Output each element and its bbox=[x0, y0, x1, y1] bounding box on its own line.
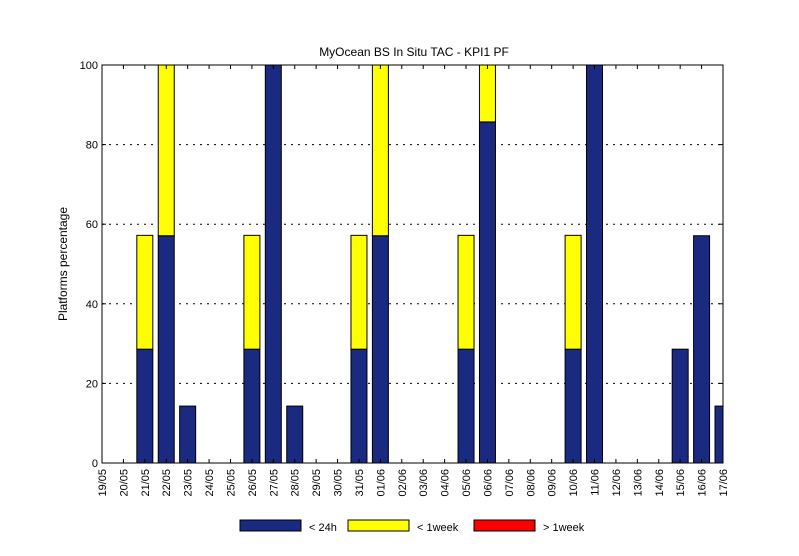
y-tick-label: 60 bbox=[86, 219, 98, 231]
y-tick-label: 0 bbox=[92, 458, 98, 470]
x-tick-label: 29/05 bbox=[311, 469, 323, 497]
x-tick-label: 27/05 bbox=[268, 469, 280, 497]
bar-segment bbox=[586, 64, 604, 464]
y-tick-label: 100 bbox=[80, 60, 98, 72]
bar-segment bbox=[286, 405, 304, 464]
x-tick-label: 23/05 bbox=[183, 469, 195, 497]
bar-segment bbox=[371, 235, 389, 464]
bar-segment bbox=[243, 234, 261, 350]
x-tick-label: 04/06 bbox=[440, 469, 452, 497]
x-tick-label: 08/06 bbox=[525, 469, 537, 497]
bar-segment bbox=[371, 64, 389, 237]
x-tick-label: 22/05 bbox=[161, 469, 173, 497]
x-tick-label: 30/05 bbox=[333, 469, 345, 497]
chart-title: MyOcean BS In Situ TAC - KPI1 PF bbox=[319, 45, 509, 59]
bar-segment bbox=[671, 348, 689, 464]
x-tick-label: 11/06 bbox=[590, 469, 602, 496]
x-tick-label: 31/05 bbox=[354, 469, 366, 497]
bar-segment bbox=[136, 234, 154, 350]
x-tick-label: 15/06 bbox=[675, 469, 687, 497]
bar-segment bbox=[264, 64, 282, 464]
legend-swatch bbox=[347, 519, 410, 532]
y-tick-label: 20 bbox=[86, 378, 98, 390]
x-tick-label: 26/05 bbox=[247, 469, 259, 497]
x-tick-label: 21/05 bbox=[140, 469, 152, 497]
y-tick-label: 40 bbox=[86, 299, 98, 311]
x-tick-label: 28/05 bbox=[290, 469, 302, 497]
bar-segment bbox=[478, 121, 496, 464]
x-tick-label: 25/05 bbox=[225, 469, 237, 497]
grid-lines bbox=[102, 64, 723, 384]
bar-segment bbox=[457, 348, 475, 464]
bar-segment bbox=[157, 64, 175, 237]
x-tick-label: 02/06 bbox=[397, 469, 409, 497]
bar-segment bbox=[350, 348, 368, 464]
x-tick-label: 13/06 bbox=[632, 469, 644, 497]
y-tick-label: 80 bbox=[86, 140, 98, 152]
x-tick-label: 10/06 bbox=[568, 469, 580, 497]
legend-label: < 1week bbox=[417, 522, 459, 534]
bar-segment bbox=[350, 234, 368, 350]
bar-segment bbox=[714, 405, 724, 464]
bar-segment bbox=[179, 405, 197, 464]
x-tick-label: 24/05 bbox=[204, 469, 216, 497]
plot-frame bbox=[101, 64, 724, 464]
bar-segment bbox=[564, 234, 582, 350]
x-tick-label: 14/06 bbox=[654, 469, 666, 497]
x-tick-label: 20/05 bbox=[118, 469, 130, 497]
x-tick-label: 06/06 bbox=[482, 469, 494, 497]
x-tick-label: 09/06 bbox=[547, 469, 559, 497]
legend-label: > 1week bbox=[543, 522, 585, 534]
x-tick-label: 16/06 bbox=[697, 469, 709, 497]
x-tick-label: 07/06 bbox=[504, 469, 516, 497]
x-tick-label: 12/06 bbox=[611, 469, 623, 497]
legend-swatch bbox=[473, 519, 536, 532]
bar-segment bbox=[136, 348, 154, 464]
legend-swatch bbox=[239, 519, 302, 532]
x-axis-ticks: 19/05 20/05 21/05 22/05 23/05 24/05 25/05 26/05… bbox=[97, 65, 730, 497]
legend: < 24h < 1week > 1week bbox=[239, 519, 585, 534]
bar-segment bbox=[478, 64, 496, 123]
bars bbox=[136, 64, 724, 464]
bar-segment bbox=[693, 235, 711, 464]
bar-segment bbox=[564, 348, 582, 464]
x-tick-label: 05/06 bbox=[461, 469, 473, 497]
bar-segment bbox=[457, 234, 475, 350]
y-axis-label: Platforms percentage bbox=[56, 207, 70, 321]
x-tick-label: 17/06 bbox=[718, 469, 730, 497]
x-tick-label: 03/06 bbox=[418, 469, 430, 497]
bar-segment bbox=[157, 235, 175, 464]
x-tick-label: 19/05 bbox=[97, 469, 109, 497]
x-tick-label: 01/06 bbox=[375, 469, 387, 497]
y-axis-ticks: 0 20 40 60 80 100 bbox=[80, 60, 723, 470]
bar-segment bbox=[243, 348, 261, 464]
legend-label: < 24h bbox=[309, 522, 337, 534]
